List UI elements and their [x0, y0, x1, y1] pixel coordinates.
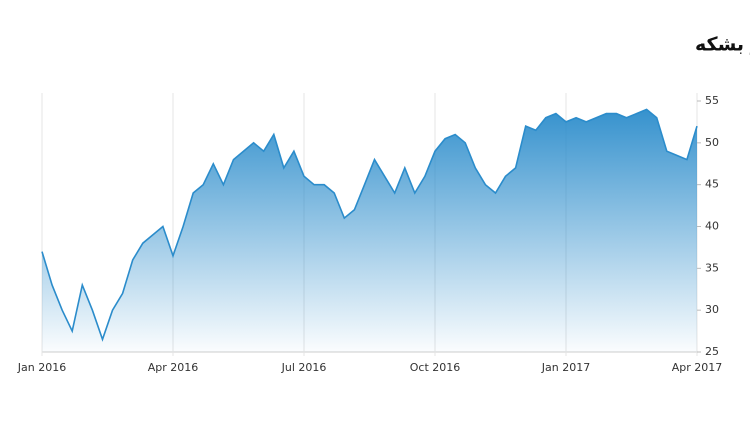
x-tick-label: Oct 2016: [410, 361, 461, 374]
x-tick-label: Jul 2016: [281, 361, 327, 374]
y-tick-label: 40: [705, 220, 719, 233]
x-tick-label: Apr 2017: [672, 361, 723, 374]
area: [42, 109, 697, 353]
x-tick-label: Jan 2017: [541, 361, 590, 374]
y-tick-label: 35: [705, 261, 719, 274]
chart-title: بهای نفت خام آمریکا در بازارهای جهانی – …: [695, 32, 750, 56]
y-tick-label: 25: [705, 345, 719, 358]
x-tick-label: Apr 2016: [148, 361, 199, 374]
y-tick-label: 45: [705, 178, 719, 191]
y-tick-label: 55: [705, 94, 719, 107]
x-tick-label: Jan 2016: [17, 361, 66, 374]
y-tick-label: 50: [705, 136, 719, 149]
line: [41, 108, 698, 342]
y-tick-label: 30: [705, 303, 719, 316]
